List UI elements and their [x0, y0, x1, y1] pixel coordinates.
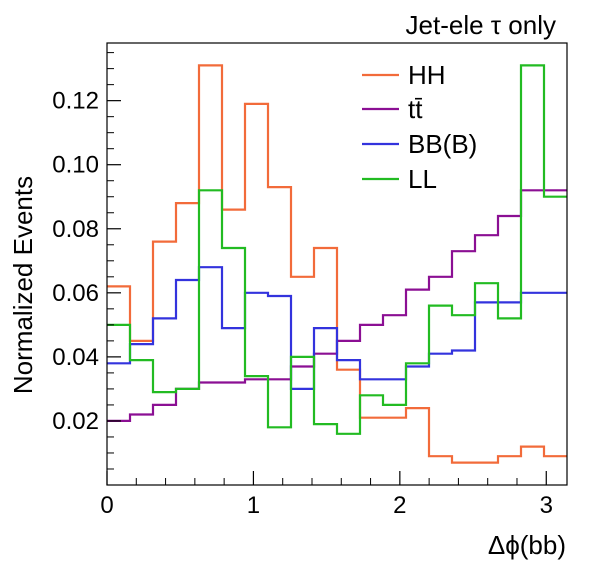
x-axis-title: Δϕ(bb) — [488, 530, 566, 560]
axes-layer: 0 1 2 3 0.02 0.04 0.06 0.08 0.10 0.12 — [52, 52, 553, 519]
legend: HH tt̄ BB(B) LL — [362, 60, 477, 194]
series-line-0 — [107, 64, 567, 464]
legend-label-0: HH — [408, 60, 446, 90]
y-axis-title: Normalized Events — [8, 176, 38, 394]
y-tick-label: 0.08 — [52, 216, 99, 243]
series-line-2 — [107, 266, 567, 390]
y-tick-label: 0.10 — [52, 152, 99, 179]
y-tick-label: 0.12 — [52, 88, 99, 115]
y-tick-label: 0.06 — [52, 280, 99, 307]
y-tick-label: 0.04 — [52, 344, 99, 371]
series-line-3 — [107, 64, 567, 435]
y-tick-label: 0.02 — [52, 408, 99, 435]
x-tick-label: 1 — [247, 492, 260, 519]
plot-frame — [106, 42, 568, 486]
legend-label-3: LL — [408, 164, 437, 194]
x-tick-label: 2 — [393, 492, 406, 519]
chart-title: Jet-ele τ only — [406, 10, 556, 40]
legend-label-1: tt̄ — [408, 94, 423, 124]
x-tick-label: 0 — [100, 492, 113, 519]
legend-label-2: BB(B) — [408, 129, 477, 159]
x-tick-label: 3 — [540, 492, 553, 519]
series-layer — [107, 64, 567, 464]
